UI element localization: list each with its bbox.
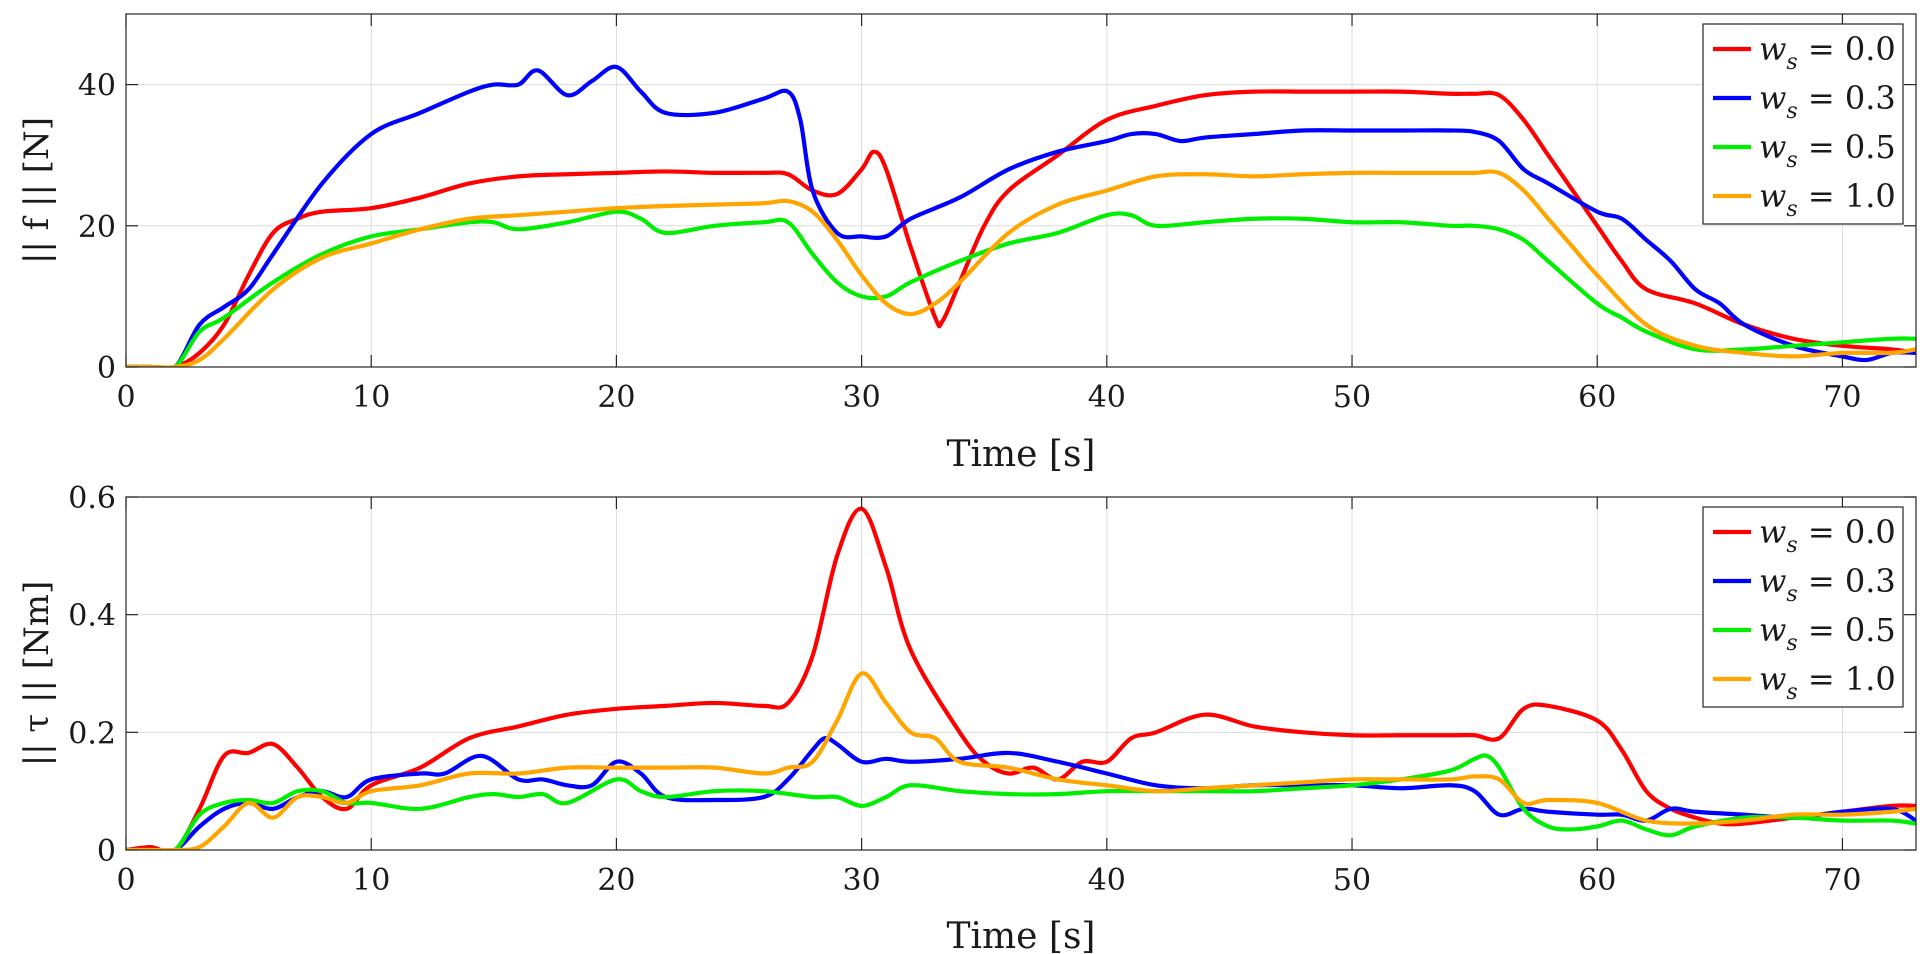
x-tick-label: 20 bbox=[597, 380, 635, 415]
series-group bbox=[126, 506, 1916, 850]
x-axis-label: Time [s] bbox=[947, 434, 1096, 475]
series-line-4 bbox=[126, 169, 1916, 367]
y-tick-label: 0.2 bbox=[68, 716, 116, 751]
legend-box bbox=[1702, 23, 1904, 225]
y-tick-label: 20 bbox=[78, 210, 116, 245]
legend-label-3: ws = 0.5 bbox=[1759, 128, 1896, 173]
series-line-4 bbox=[126, 671, 1916, 850]
legend-label-1: ws = 0.0 bbox=[1759, 30, 1896, 75]
x-tick-label: 0 bbox=[116, 863, 135, 898]
legend-label-2: ws = 0.3 bbox=[1759, 562, 1896, 607]
x-tick-label: 70 bbox=[1823, 863, 1861, 898]
x-tick-label: 40 bbox=[1088, 863, 1126, 898]
series-line-1 bbox=[126, 89, 1916, 367]
x-tick-label: 10 bbox=[352, 863, 390, 898]
y-tick-label: 0.4 bbox=[68, 599, 116, 634]
plot-area bbox=[126, 14, 1916, 367]
panel-2: 0 10 20 30 40 50 60 70 0 0.2 0.4 0.6 Time [s] || τ ||… bbox=[17, 481, 1917, 954]
y-tick-label: 0 bbox=[97, 351, 116, 386]
plot-area bbox=[126, 497, 1916, 850]
x-axis-label: Time [s] bbox=[947, 916, 1096, 954]
y-axis-label: || f || [N] bbox=[17, 117, 57, 264]
x-tick-label: 20 bbox=[597, 863, 635, 898]
y-axis-label: || τ || [Nm] bbox=[17, 581, 57, 767]
x-tick-label: 70 bbox=[1823, 380, 1861, 415]
x-tick-label: 30 bbox=[843, 863, 881, 898]
x-tick-label: 30 bbox=[843, 380, 881, 415]
axes-box bbox=[125, 13, 1917, 368]
legend-label-3: ws = 0.5 bbox=[1759, 611, 1896, 656]
x-tick-label: 50 bbox=[1333, 863, 1371, 898]
axes-box bbox=[125, 496, 1917, 851]
x-tick-label: 50 bbox=[1333, 380, 1371, 415]
x-tick-label: 40 bbox=[1088, 380, 1126, 415]
legend-label-1: ws = 0.0 bbox=[1759, 513, 1896, 558]
x-tick-label: 60 bbox=[1578, 863, 1616, 898]
x-tick-label: 0 bbox=[116, 380, 135, 415]
series-line-2 bbox=[126, 735, 1916, 850]
series-group bbox=[126, 64, 1916, 367]
y-tick-label: 40 bbox=[78, 69, 116, 104]
legend-label-4: ws = 1.0 bbox=[1759, 660, 1896, 705]
x-tick-label: 10 bbox=[352, 380, 390, 415]
panel-1: 0 10 20 30 40 50 60 70 0 20 40 Time [s] || f || [N] w… bbox=[17, 13, 1917, 475]
y-tick-label: 0.6 bbox=[68, 481, 116, 516]
series-line-2 bbox=[126, 64, 1916, 367]
series-line-1 bbox=[126, 506, 1916, 850]
legend-box bbox=[1702, 506, 1904, 708]
legend: ws = 0.0ws = 0.3ws = 0.5ws = 1.0 bbox=[1702, 23, 1904, 225]
x-tick-label: 60 bbox=[1578, 380, 1616, 415]
y-tick-label: 0 bbox=[97, 834, 116, 869]
legend-label-4: ws = 1.0 bbox=[1759, 177, 1896, 222]
legend: ws = 0.0ws = 0.3ws = 0.5ws = 1.0 bbox=[1702, 506, 1904, 708]
legend-label-2: ws = 0.3 bbox=[1759, 79, 1896, 124]
